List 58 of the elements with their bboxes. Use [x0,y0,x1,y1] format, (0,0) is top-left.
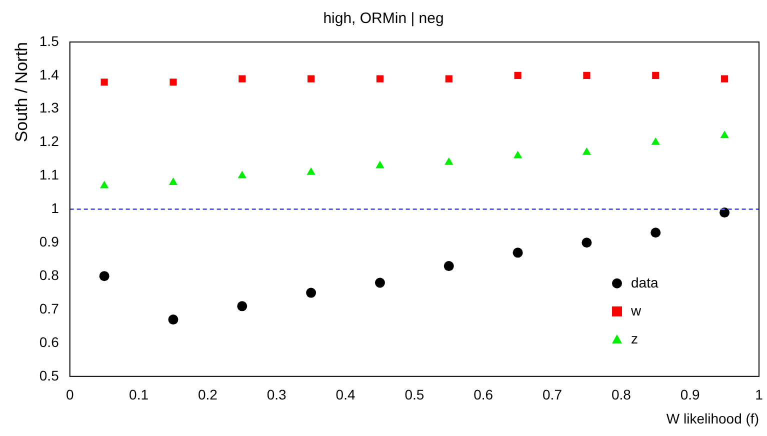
x-tick-label: 0.6 [474,386,494,403]
y-tick-label: 0.8 [39,266,60,283]
y-tick-label: 1.2 [39,133,60,150]
x-tick-label: 0.5 [404,386,424,403]
point [513,150,522,158]
point [306,288,316,298]
point [237,301,248,312]
point [238,170,246,178]
point [582,147,592,155]
point [444,261,454,272]
point [583,72,590,79]
y-tick-label: 1.3 [39,100,60,116]
x-tick-label: 0 [66,386,74,403]
y-tick-label: 0.9 [39,234,60,250]
point [721,75,728,82]
point [512,248,523,258]
legend-label: data [631,274,658,290]
point [168,177,178,185]
point [376,160,384,168]
y-tick-label: 1.5 [39,32,60,49]
point [651,137,660,145]
point [308,75,315,82]
x-tick-label: 0.9 [680,386,700,403]
point [445,75,452,82]
y-tick-label: 1 [51,200,60,216]
x-axis-title: W likelihood (f) [666,410,759,426]
x-tick-label: 0.3 [266,386,287,403]
x-tick-label: 0.2 [198,386,218,403]
point [306,167,316,175]
legend-label: w [630,302,642,318]
point [720,130,729,138]
point [170,78,177,86]
y-tick-label: 0.6 [39,334,60,350]
point [720,208,730,218]
x-tick-label: 0.4 [336,386,356,403]
point [582,238,592,248]
point [168,314,178,325]
y-tick-label: 0.7 [39,300,60,316]
x-tick-label: 0.1 [129,386,149,403]
point [99,271,110,282]
point [650,228,661,238]
x-tick-label: 1 [755,386,764,403]
point [514,72,522,79]
y-tick-label: 1.1 [39,166,60,183]
point [238,75,246,82]
point [444,157,454,165]
x-tick-label: 0.8 [611,386,632,403]
point [652,72,660,79]
x-tick-label: 0.7 [542,386,562,403]
chart-title: high, ORMin | neg [323,10,444,28]
y-tick-label: 1.4 [39,66,60,82]
y-axis-title: South / North [12,42,31,142]
point [100,78,108,86]
y-tick-label: 0.5 [39,367,60,384]
point [100,180,109,188]
point [376,75,384,82]
point [374,278,385,288]
legend-label: z [631,330,638,346]
